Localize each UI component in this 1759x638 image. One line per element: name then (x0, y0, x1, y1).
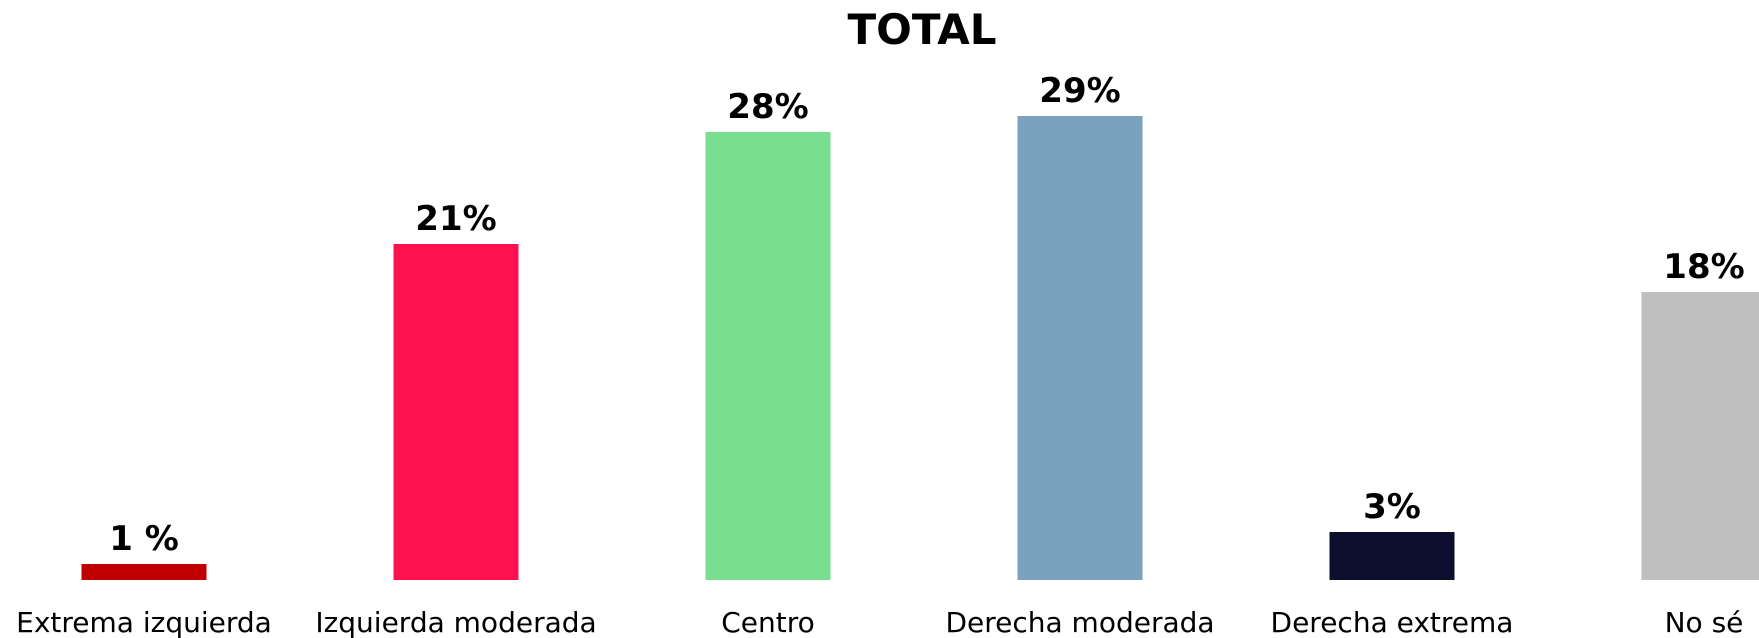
value-label: 29% (1039, 71, 1120, 111)
bar (1017, 116, 1143, 580)
x-tick-label: Centro (721, 606, 815, 638)
value-label: 28% (727, 87, 808, 127)
value-label: 3% (1363, 487, 1421, 527)
bar (1641, 292, 1759, 580)
bar (81, 564, 207, 580)
value-label: 21% (415, 199, 496, 239)
x-tick-label: No sé (1665, 606, 1744, 638)
x-tick-label: Izquierda moderada (315, 606, 596, 638)
chart-title: TOTAL (847, 5, 996, 54)
value-label: 1 % (109, 519, 179, 559)
bar (705, 132, 831, 580)
x-tick-label: Derecha extrema (1271, 606, 1514, 638)
bar (1329, 532, 1455, 580)
x-tick-label: Derecha moderada (945, 606, 1214, 638)
value-label: 18% (1663, 247, 1744, 287)
x-tick-label: Extrema izquierda (16, 606, 272, 638)
bar (393, 244, 519, 580)
